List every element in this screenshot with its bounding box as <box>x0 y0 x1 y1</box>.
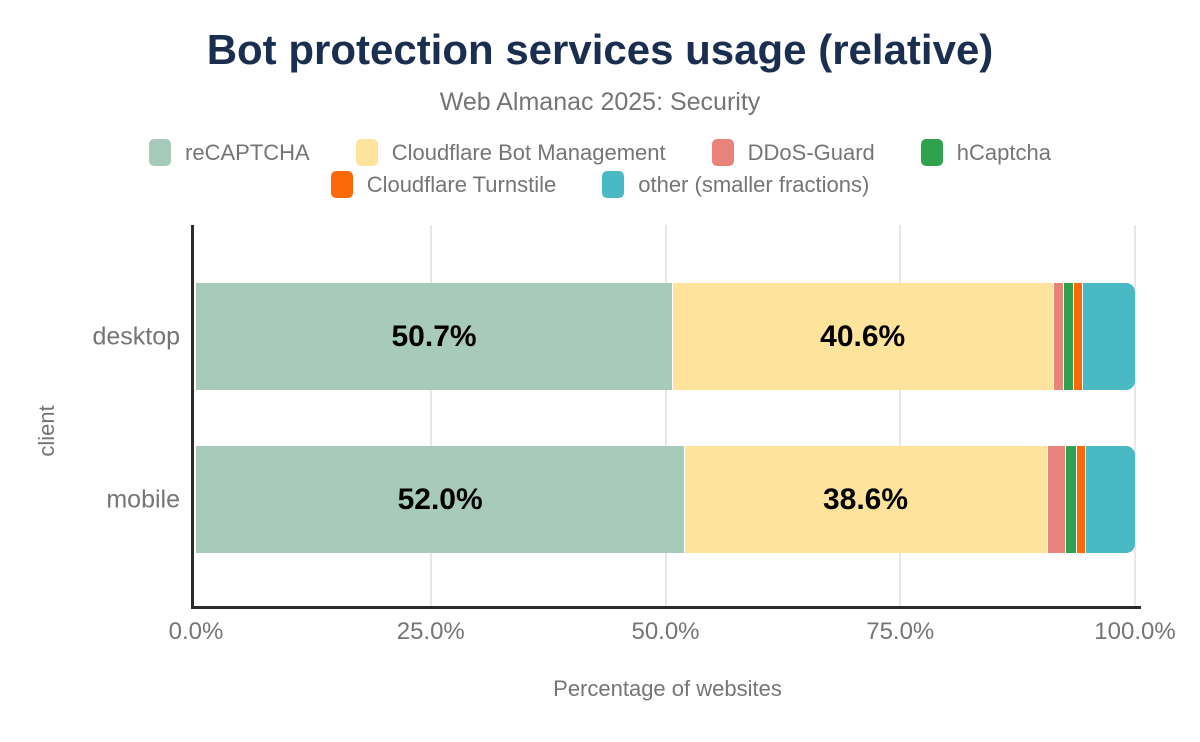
bar-row-mobile: 52.0% 38.6% <box>194 446 1141 553</box>
legend-item-cloudflare-turnstile: Cloudflare Turnstile <box>330 171 557 198</box>
legend-label: Cloudflare Turnstile <box>366 171 557 197</box>
bar-segment-other-smaller-fractions <box>1083 283 1135 390</box>
legend: reCAPTCHA Cloudflare Bot Management DDoS-G… <box>0 139 1200 198</box>
plot-area: 50.7% 40.6% 52.0% 38.6% <box>191 225 1141 609</box>
bar-value-label: 40.6% <box>820 319 906 353</box>
x-axis-line <box>191 606 1141 609</box>
x-tick-label: 50.0% <box>631 618 700 645</box>
category-label-desktop: desktop <box>92 322 180 350</box>
x-tick-label: 75.0% <box>866 618 935 645</box>
legend-item-cloudflare-bot-management: Cloudflare Bot Management <box>355 139 666 166</box>
legend-label: hCaptcha <box>956 139 1051 165</box>
bar-value-label: 38.6% <box>822 482 909 516</box>
bar-segment-hcaptcha <box>1065 446 1076 553</box>
gridline <box>1134 225 1136 606</box>
legend-swatch-cloudflare-turnstile <box>330 171 353 198</box>
legend-row: Cloudflare Turnstile other (smaller fract… <box>0 171 1200 198</box>
bar-segment-recaptcha <box>196 283 673 390</box>
bar-segment-cloudflare-turnstile <box>1074 283 1083 390</box>
bar-segment-ddos-guard <box>1054 283 1063 390</box>
gridline <box>429 225 432 606</box>
category-label-mobile: mobile <box>106 485 180 513</box>
chart-subtitle: Web Almanac 2025: Security <box>439 88 761 116</box>
x-tick-label: 100.0% <box>1094 618 1176 645</box>
bar-segment-cloudflare-turnstile <box>1076 446 1086 553</box>
y-axis-line <box>191 225 194 609</box>
legend-label: other (smaller fractions) <box>638 171 870 197</box>
legend-swatch-ddos-guard <box>711 139 734 166</box>
legend-label: Cloudflare Bot Management <box>391 139 666 165</box>
legend-row: reCAPTCHA Cloudflare Bot Management DDoS-G… <box>0 139 1200 166</box>
bar-segment-cloudflare-bot-management <box>685 446 1047 553</box>
legend-label: reCAPTCHA <box>185 139 310 165</box>
bar-segment-hcaptcha <box>1063 283 1074 390</box>
bar-segment-recaptcha <box>196 446 685 553</box>
bar-value-label: 50.7% <box>391 319 477 353</box>
legend-swatch-cloudflare-bot-management <box>355 139 378 166</box>
gridline <box>664 225 667 606</box>
legend-swatch-recaptcha <box>149 139 172 166</box>
legend-item-other-smaller-fractions: other (smaller fractions) <box>602 171 869 198</box>
x-axis-title: Percentage of websites <box>553 676 782 701</box>
y-axis-title: client <box>34 405 59 457</box>
gridline <box>899 225 902 606</box>
chart-title: Bot protection services usage (relative) <box>206 26 994 73</box>
legend-item-recaptcha: reCAPTCHA <box>149 139 310 166</box>
x-tick-label: 25.0% <box>396 618 465 645</box>
legend-item-ddos-guard: DDoS-Guard <box>711 139 875 166</box>
legend-label: DDoS-Guard <box>747 139 875 165</box>
legend-swatch-hcaptcha <box>920 139 943 166</box>
bar-segment-cloudflare-bot-management <box>673 283 1054 390</box>
bar-value-label: 52.0% <box>397 482 483 516</box>
legend-swatch-other-smaller-fractions <box>602 171 625 198</box>
bar-segment-ddos-guard <box>1047 446 1065 553</box>
bar-segment-other-smaller-fractions <box>1086 446 1135 553</box>
x-tick-label: 0.0% <box>168 618 224 645</box>
bar-row-desktop: 50.7% 40.6% <box>194 283 1141 390</box>
legend-item-hcaptcha: hCaptcha <box>920 139 1051 166</box>
